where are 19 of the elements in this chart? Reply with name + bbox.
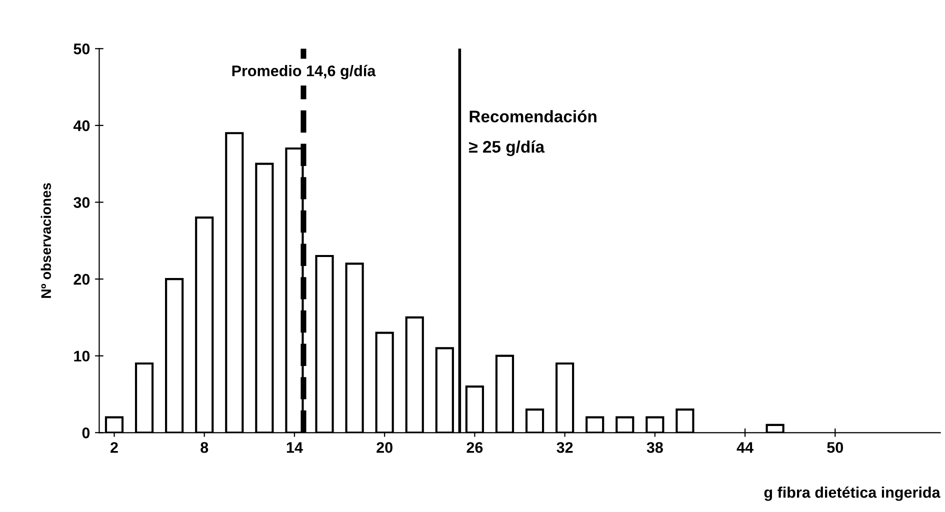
x-tick-label: 32 bbox=[556, 442, 573, 453]
y-tick-label: 0 bbox=[82, 428, 90, 438]
y-tick-label: 10 bbox=[74, 350, 90, 362]
y-axis-title: Nº observaciones bbox=[40, 183, 52, 298]
x-tick-label: 14 bbox=[286, 442, 303, 453]
x-tick-label: 50 bbox=[827, 442, 844, 453]
y-tick-label: 20 bbox=[74, 274, 90, 285]
x-tick-label: 44 bbox=[736, 442, 754, 453]
x-tick-label: 26 bbox=[466, 442, 483, 453]
x-tick-label: 20 bbox=[376, 442, 392, 453]
ref-line-label: Promedio 14,6 g/día bbox=[232, 64, 376, 80]
x-axis-title: g fibra dietética ingerida bbox=[764, 486, 940, 501]
ref-line-label: Recomendación ≥ 25 g/día bbox=[469, 110, 596, 156]
y-tick-label: 50 bbox=[74, 44, 90, 54]
y-tick-label: 30 bbox=[74, 197, 90, 208]
x-tick-label: 8 bbox=[200, 442, 208, 453]
x-tick-label: 2 bbox=[110, 442, 118, 453]
y-tick-label: 40 bbox=[73, 120, 90, 132]
x-tick-label: 38 bbox=[646, 442, 663, 453]
